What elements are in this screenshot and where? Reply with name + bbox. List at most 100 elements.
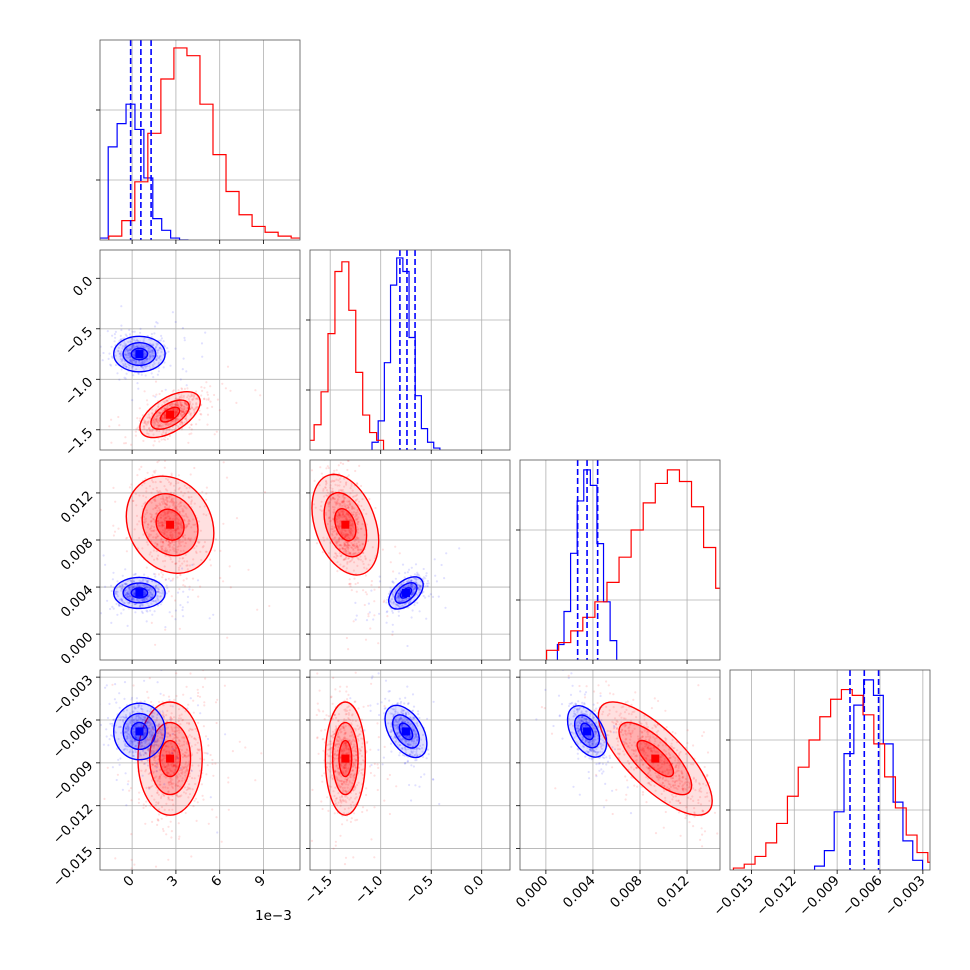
point xyxy=(163,407,167,411)
point xyxy=(130,359,133,362)
point xyxy=(163,518,166,521)
point xyxy=(161,545,164,548)
point xyxy=(170,404,173,407)
point xyxy=(155,418,158,421)
point xyxy=(129,355,132,358)
point xyxy=(103,797,106,801)
point xyxy=(354,513,357,516)
point xyxy=(212,774,215,777)
point xyxy=(260,752,263,755)
point xyxy=(171,311,174,314)
point xyxy=(403,576,406,579)
point xyxy=(369,748,372,751)
point xyxy=(374,506,377,510)
point xyxy=(175,528,178,532)
point xyxy=(181,606,184,609)
histogram-blue xyxy=(100,103,189,240)
point xyxy=(119,343,122,346)
point xyxy=(171,705,174,708)
point xyxy=(169,516,172,520)
point xyxy=(144,366,147,369)
point xyxy=(225,476,229,479)
point xyxy=(106,330,109,333)
point xyxy=(114,683,117,686)
point xyxy=(172,501,175,504)
contour-blue xyxy=(113,576,166,610)
point xyxy=(346,511,349,514)
point xyxy=(350,507,354,510)
point xyxy=(164,526,167,529)
point xyxy=(191,394,194,397)
point xyxy=(154,481,157,484)
point xyxy=(153,332,156,335)
point xyxy=(341,547,344,551)
point xyxy=(358,512,361,515)
point xyxy=(156,587,159,590)
point xyxy=(153,420,156,423)
point xyxy=(159,595,162,598)
point xyxy=(159,480,162,483)
point xyxy=(335,533,338,536)
point xyxy=(166,549,169,552)
point xyxy=(112,486,115,489)
point xyxy=(224,733,227,736)
point xyxy=(338,552,341,555)
point xyxy=(315,453,317,455)
point xyxy=(356,546,360,549)
point xyxy=(155,770,158,773)
point xyxy=(415,582,418,585)
point xyxy=(120,598,123,601)
point xyxy=(177,566,181,569)
point xyxy=(112,607,115,610)
point xyxy=(186,387,189,390)
point xyxy=(142,367,145,370)
point xyxy=(118,604,121,608)
point xyxy=(254,389,257,392)
point xyxy=(159,411,162,414)
point xyxy=(151,593,154,596)
point xyxy=(132,345,135,348)
point xyxy=(126,595,130,598)
point xyxy=(158,521,161,525)
point xyxy=(347,546,350,549)
point xyxy=(123,344,126,347)
point xyxy=(151,412,154,415)
point xyxy=(389,561,392,564)
point xyxy=(184,402,187,405)
point xyxy=(125,372,128,375)
point xyxy=(167,511,170,515)
point xyxy=(189,395,192,398)
point xyxy=(128,593,131,596)
point xyxy=(152,394,155,397)
point xyxy=(162,829,165,833)
point xyxy=(344,543,347,547)
point xyxy=(127,602,130,605)
point xyxy=(146,511,149,514)
point xyxy=(156,542,159,546)
point xyxy=(154,346,157,349)
point xyxy=(355,545,358,548)
point xyxy=(429,593,432,596)
point xyxy=(349,524,352,527)
point xyxy=(348,515,351,519)
point xyxy=(77,367,79,369)
point xyxy=(344,556,347,560)
point xyxy=(345,515,348,519)
panel-frame xyxy=(99,39,301,241)
point xyxy=(120,358,123,361)
point xyxy=(157,424,160,427)
point xyxy=(149,512,152,515)
point xyxy=(117,603,120,607)
point xyxy=(114,354,117,357)
point xyxy=(209,753,212,757)
point xyxy=(297,826,299,828)
point xyxy=(126,591,129,594)
point xyxy=(134,345,138,348)
point xyxy=(137,798,141,801)
point xyxy=(176,509,179,512)
point xyxy=(342,498,346,501)
point xyxy=(412,592,415,595)
point xyxy=(338,525,341,528)
point xyxy=(108,454,110,456)
point xyxy=(356,518,359,521)
